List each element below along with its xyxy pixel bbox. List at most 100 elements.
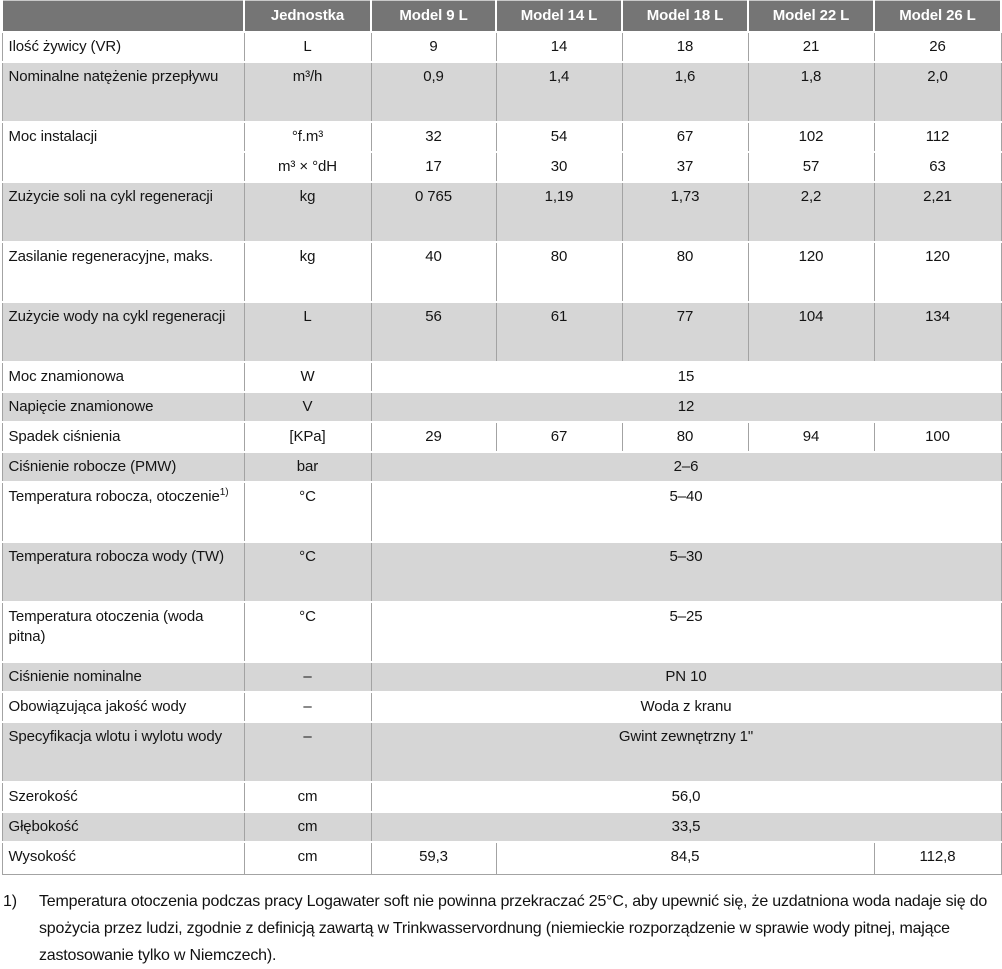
row-label: Spadek ciśnienia: [1, 420, 245, 453]
value-cell: 80: [495, 240, 623, 303]
row-label: Moc znamionowa: [1, 360, 245, 393]
value-cell: 61: [495, 300, 623, 363]
value-cell: 2,0: [873, 60, 1002, 123]
unit-cell: kg: [243, 240, 372, 303]
value-cell: 40: [370, 240, 497, 303]
table-row-capacity-dh: m³ × °dH 17 30 37 57 63: [2, 150, 1002, 183]
value-cell-span: 2–6: [370, 450, 1002, 483]
value-cell: 120: [747, 240, 875, 303]
unit-cell: cm: [243, 780, 372, 813]
table-row-working-pressure: Ciśnienie robocze (PMW) bar 2–6: [1, 450, 1002, 483]
unit-cell: V: [243, 390, 372, 423]
value-cell: 94: [747, 420, 875, 453]
footnote: 1) Temperatura otoczenia podczas pracy L…: [3, 888, 998, 969]
value-cell: 57: [747, 150, 875, 183]
value-cell: 67: [495, 420, 623, 453]
row-label: Szerokość: [1, 780, 245, 813]
unit-cell: –: [243, 690, 372, 723]
value-cell: 59,3: [370, 840, 497, 875]
value-cell: 21: [747, 30, 875, 63]
value-cell: 37: [621, 150, 749, 183]
value-cell: 17: [370, 150, 497, 183]
table-row-height: Wysokość cm 59,3 84,5 112,8: [1, 840, 1002, 875]
unit-cell: bar: [243, 450, 372, 483]
table-row-water-per-cycle: Zużycie wody na cykl regeneracji L 56 61…: [1, 300, 1002, 363]
unit-cell: m³/h: [243, 60, 372, 123]
row-label: Nominalne natężenie przepływu: [1, 60, 245, 123]
row-label: Zużycie wody na cykl regeneracji: [1, 300, 245, 363]
table-row-drinking-water-temp: Temperatura otoczenia (woda pitna) °C 5–…: [1, 600, 1002, 663]
value-cell: 30: [495, 150, 623, 183]
table-row-ambient-working-temp: Temperatura robocza, otoczenie1) °C 5–40: [1, 480, 1002, 543]
unit-cell: L: [243, 30, 372, 63]
value-cell: 67: [621, 120, 749, 153]
value-cell: 104: [747, 300, 875, 363]
value-cell: 134: [873, 300, 1002, 363]
value-cell-span: 12: [370, 390, 1002, 423]
value-cell: 80: [621, 420, 749, 453]
table-row-pressure-drop: Spadek ciśnienia [KPa] 29 67 80 94 100: [1, 420, 1002, 453]
unit-cell: W: [243, 360, 372, 393]
unit-cell: [KPa]: [243, 420, 372, 453]
specs-table: Jednostka Model 9 L Model 14 L Model 18 …: [1, 0, 1002, 875]
unit-cell: kg: [243, 180, 372, 243]
row-label: Specyfikacja wlotu i wylotu wody: [1, 720, 245, 783]
row-label: Ciśnienie nominalne: [1, 660, 245, 693]
column-header-blank: [1, 0, 245, 33]
value-cell-span: 56,0: [370, 780, 1002, 813]
value-cell: 1,19: [495, 180, 623, 243]
footnote-marker: 1): [3, 893, 17, 910]
column-header-model-18l: Model 18 L: [621, 0, 749, 33]
value-cell-span: 5–40: [370, 480, 1002, 543]
table-row-salt-per-cycle: Zużycie soli na cykl regeneracji kg 0 76…: [1, 180, 1002, 243]
table-row-regeneration-supply: Zasilanie regeneracyjne, maks. kg 40 80 …: [1, 240, 1002, 303]
unit-cell: cm: [243, 810, 372, 843]
header-row: Jednostka Model 9 L Model 14 L Model 18 …: [1, 0, 1002, 33]
footnote-marker-sup: 1): [219, 486, 229, 498]
value-cell-span: Gwint zewnętrzny 1": [370, 720, 1002, 783]
table-row-rated-power: Moc znamionowa W 15: [1, 360, 1002, 393]
table-row-nominal-pressure: Ciśnienie nominalne – PN 10: [1, 660, 1002, 693]
value-cell: 18: [621, 30, 749, 63]
unit-cell: cm: [243, 840, 372, 875]
value-cell: 1,73: [621, 180, 749, 243]
value-cell: 77: [621, 300, 749, 363]
table-row-resin-volume: Ilość żywicy (VR) L 9 14 18 21 26: [1, 30, 1002, 63]
table-row-inlet-outlet-spec: Specyfikacja wlotu i wylotu wody – Gwint…: [1, 720, 1002, 783]
row-label: Moc instalacji: [1, 120, 245, 183]
table-row-depth: Głębokość cm 33,5: [1, 810, 1002, 843]
value-cell: 63: [873, 150, 1002, 183]
value-cell: 54: [495, 120, 623, 153]
row-label: Napięcie znamionowe: [1, 390, 245, 423]
value-cell-span: 15: [370, 360, 1002, 393]
row-label: Wysokość: [1, 840, 245, 875]
table-row-capacity-f: Moc instalacji °f.m³ 32 54 67 102 112: [1, 120, 1002, 183]
table-row-rated-voltage: Napięcie znamionowe V 12: [1, 390, 1002, 423]
value-cell: 26: [873, 30, 1002, 63]
row-label: Ilość żywicy (VR): [1, 30, 245, 63]
value-cell-span: PN 10: [370, 660, 1002, 693]
value-cell-span: 5–25: [370, 600, 1002, 663]
value-cell: 120: [873, 240, 1002, 303]
row-label: Temperatura robocza, otoczenie1): [1, 480, 245, 543]
row-label: Zużycie soli na cykl regeneracji: [1, 180, 245, 243]
footnote-text: Temperatura otoczenia podczas pracy Loga…: [39, 893, 988, 964]
value-cell: 1,6: [621, 60, 749, 123]
value-cell: 14: [495, 30, 623, 63]
unit-cell: L: [243, 300, 372, 363]
value-cell: 9: [370, 30, 497, 63]
value-cell: 102: [747, 120, 875, 153]
value-cell-span: 33,5: [370, 810, 1002, 843]
unit-cell: °C: [243, 540, 372, 603]
row-label: Obowiązująca jakość wody: [1, 690, 245, 723]
value-cell: 80: [621, 240, 749, 303]
row-label: Ciśnienie robocze (PMW): [1, 450, 245, 483]
table-row-water-quality: Obowiązująca jakość wody – Woda z kranu: [1, 690, 1002, 723]
unit-cell: °C: [243, 600, 372, 663]
unit-cell: –: [243, 660, 372, 693]
row-label: Temperatura robocza wody (TW): [1, 540, 245, 603]
value-cell: 112: [873, 120, 1002, 153]
value-cell: 2,21: [873, 180, 1002, 243]
value-cell: 1,4: [495, 60, 623, 123]
table-row-water-working-temp: Temperatura robocza wody (TW) °C 5–30: [1, 540, 1002, 603]
